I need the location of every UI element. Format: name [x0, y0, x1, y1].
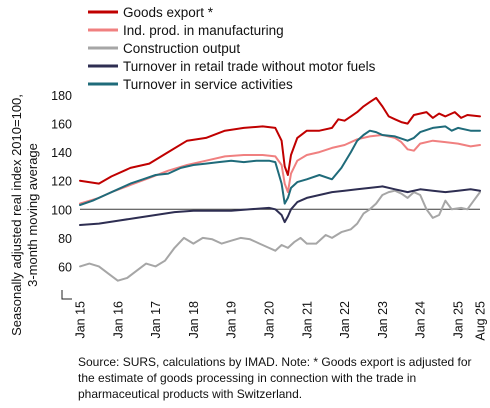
x-tick-label: Jan 16 [111, 301, 125, 339]
axes [61, 208, 480, 300]
y-axis-ticks: 60 80 100 120 140 160 180 [51, 89, 72, 274]
series-line-4 [79, 125, 481, 206]
series-group [79, 96, 481, 282]
y-axis-title: Seasonally adjusted real index 2010=100,… [9, 94, 40, 336]
series-line-1 [79, 134, 481, 205]
x-tick-label: Jan 18 [187, 301, 201, 339]
legend-label-2: Construction output [123, 41, 240, 56]
x-tick-label: Aug 25 [474, 301, 488, 341]
y-axis-title-line2: 3-month moving average [25, 143, 40, 287]
x-tick-label: Jan 25 [451, 301, 465, 339]
y-tick-label: 140 [51, 146, 72, 160]
line-chart: Goods export * Ind. prod. in manufacturin… [9, 5, 488, 341]
x-tick-label: Jan 17 [149, 301, 163, 339]
y-tick-label: 100 [51, 203, 72, 217]
x-tick-label: Jan 22 [338, 301, 352, 339]
chart-legend: Goods export * Ind. prod. in manufacturin… [88, 5, 376, 92]
series-line-2 [79, 189, 481, 282]
x-tick-label: Jan 15 [74, 301, 88, 339]
x-tick-label: Jan 23 [376, 301, 390, 339]
x-axis-ticks: Jan 15 Jan 16 Jan 17 Jan 18 Jan 19 Jan 20 Jan … [74, 301, 488, 341]
y-axis-title-line1: Seasonally adjusted real index 2010=100, [9, 94, 24, 336]
x-tick-label: Jan 21 [300, 301, 314, 339]
y-tick-label: 180 [51, 89, 72, 103]
series-line-0 [79, 96, 481, 185]
legend-label-3: Turnover in retail trade without motor f… [123, 59, 376, 74]
source-note: Source: SURS, calculations by IMAD. Note… [78, 355, 472, 401]
y-tick-label: 80 [58, 232, 72, 246]
legend-label-1: Ind. prod. in manufacturing [123, 23, 284, 38]
x-tick-label: Jan 19 [225, 301, 239, 339]
y-tick-label: 120 [51, 175, 72, 189]
y-tick-label: 60 [58, 260, 72, 274]
y-axis-break-marker [61, 290, 72, 300]
legend-label-4: Turnover in service activities [123, 77, 293, 92]
series-line-3 [79, 185, 481, 226]
y-tick-label: 160 [51, 118, 72, 132]
legend-label-0: Goods export * [123, 5, 214, 20]
x-tick-label: Jan 24 [414, 301, 428, 339]
x-tick-label: Jan 20 [262, 301, 276, 339]
